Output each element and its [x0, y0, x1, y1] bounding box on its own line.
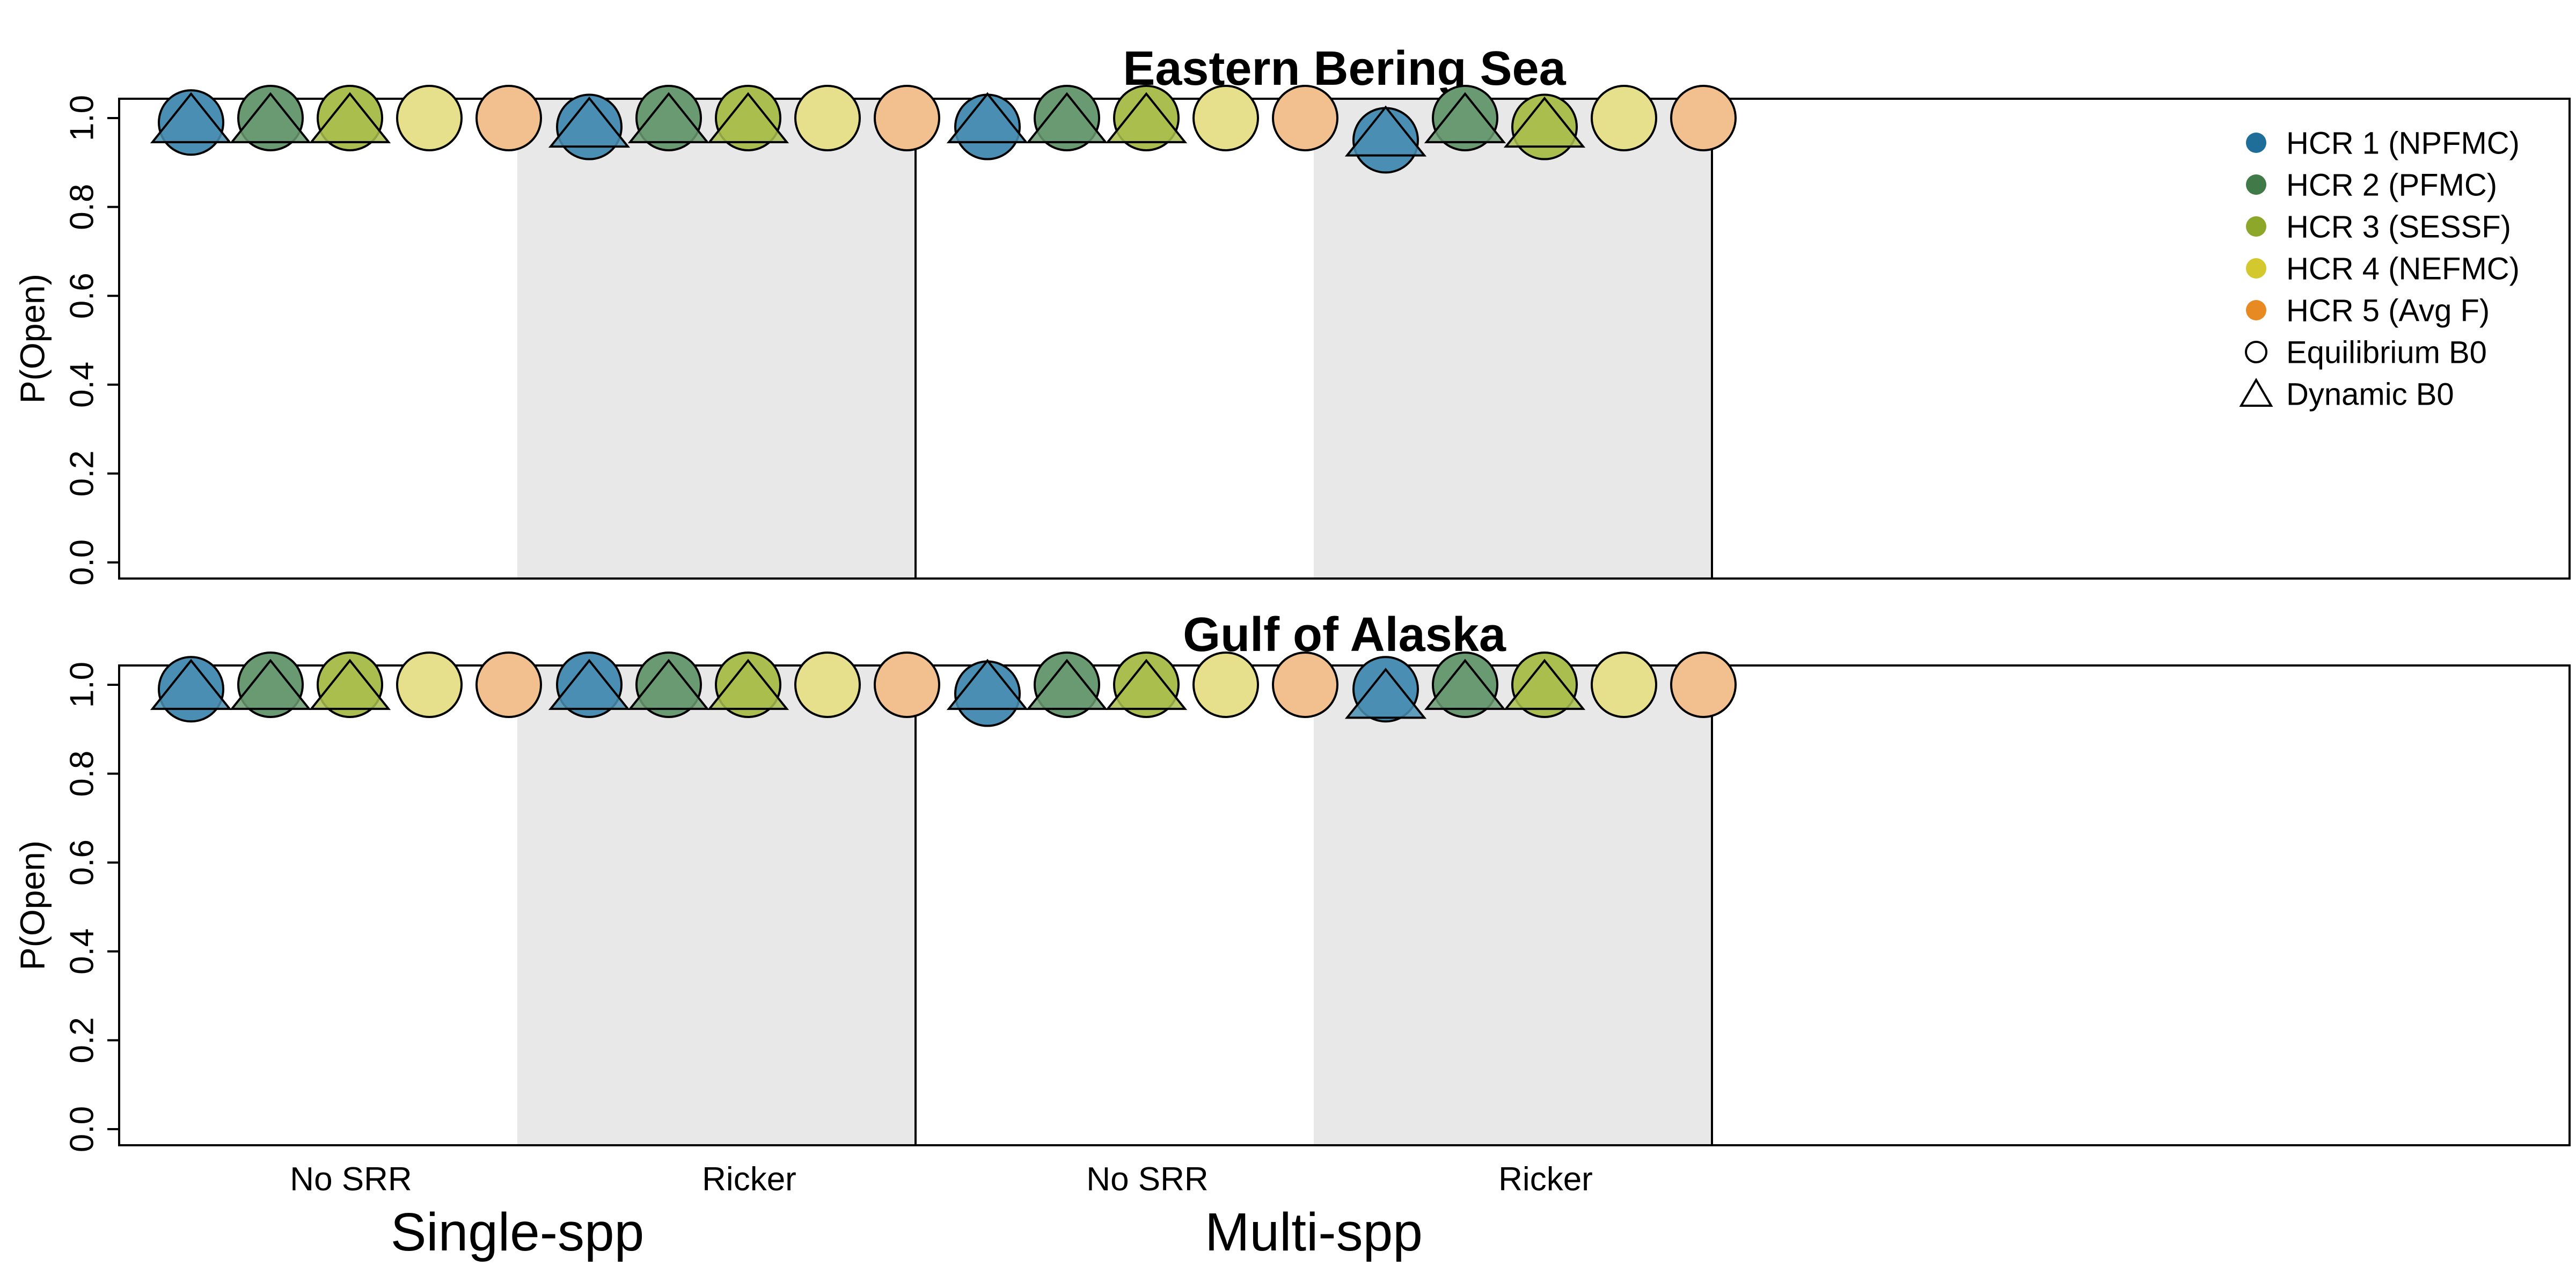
eastern-bering-sea-ytick-label-1: 0.2: [64, 450, 101, 496]
legend-label-dynamic-b0: Dynamic B0: [2286, 377, 2454, 412]
gulf-of-alaska-point-equilibrium-multi-spp-no-srr-hcr4: [1192, 652, 1259, 718]
gulf-of-alaska-point-equilibrium-single-spp-ricker-hcr4: [794, 652, 861, 718]
eastern-bering-sea-point-equilibrium-multi-spp-ricker-hcr5: [1670, 85, 1737, 151]
category-label-0: No SRR: [290, 1161, 412, 1198]
gulf-of-alaska-point-dynamic-single-spp-ricker-hcr2: [627, 658, 710, 710]
group-label-single-spp: Single-spp: [391, 1202, 645, 1262]
gulf-of-alaska-point-equilibrium-single-spp-ricker-hcr5: [874, 652, 940, 718]
gulf-of-alaska-shade-1: [517, 665, 916, 1145]
gulf-of-alaska-ytick-label-5: 1.0: [64, 662, 101, 708]
eastern-bering-sea-shade-1: [517, 99, 916, 579]
gulf-of-alaska-point-dynamic-multi-spp-ricker-hcr2: [1424, 658, 1506, 710]
gulf-of-alaska-ytick-label-1: 0.2: [64, 1017, 101, 1063]
legend-marker-hcr1: [2246, 133, 2266, 153]
category-label-1: Ricker: [702, 1161, 796, 1198]
eastern-bering-sea-point-dynamic-single-spp-no-srr-hcr1: [150, 92, 232, 143]
eastern-bering-sea-ylabel: P(Open): [13, 274, 52, 404]
eastern-bering-sea-title: Eastern Bering Sea: [1123, 42, 1566, 96]
group-label-multi-spp: Multi-spp: [1205, 1202, 1423, 1262]
eastern-bering-sea-point-equilibrium-single-spp-no-srr-hcr5: [475, 85, 542, 151]
legend-marker-hcr4: [2246, 258, 2266, 279]
gulf-of-alaska-point-dynamic-single-spp-ricker-hcr3: [707, 658, 789, 710]
eastern-bering-sea-point-dynamic-single-spp-no-srr-hcr2: [229, 92, 312, 143]
gulf-of-alaska-point-dynamic-multi-spp-no-srr-hcr2: [1026, 658, 1108, 710]
eastern-bering-sea-point-dynamic-multi-spp-no-srr-hcr1: [946, 92, 1029, 143]
category-label-2: No SRR: [1086, 1161, 1208, 1198]
eastern-bering-sea-point-dynamic-single-spp-ricker-hcr2: [627, 92, 710, 143]
legend-marker-equilibrium-b0: [2245, 341, 2267, 363]
eastern-bering-sea-point-equilibrium-multi-spp-ricker-hcr4: [1591, 85, 1657, 151]
eastern-bering-sea-point-dynamic-multi-spp-ricker-hcr2: [1424, 92, 1506, 143]
eastern-bering-sea-shade-3: [1314, 99, 1712, 579]
gulf-of-alaska-point-equilibrium-multi-spp-no-srr-hcr5: [1272, 652, 1338, 718]
gulf-of-alaska-ytick-label-3: 0.6: [64, 839, 101, 885]
gulf-of-alaska-shade-3: [1314, 665, 1712, 1145]
gulf-of-alaska-point-dynamic-multi-spp-no-srr-hcr1: [946, 658, 1029, 710]
gulf-of-alaska-ytick-label-4: 0.8: [64, 750, 101, 796]
gulf-of-alaska-point-equilibrium-single-spp-no-srr-hcr4: [396, 652, 463, 718]
eastern-bering-sea-point-equilibrium-single-spp-ricker-hcr4: [794, 85, 861, 151]
eastern-bering-sea-point-equilibrium-single-spp-no-srr-hcr4: [396, 85, 463, 151]
eastern-bering-sea-point-dynamic-multi-spp-no-srr-hcr2: [1026, 92, 1108, 143]
gulf-of-alaska-point-dynamic-single-spp-no-srr-hcr2: [229, 658, 312, 710]
gulf-of-alaska-plot-frame: [118, 664, 2571, 1146]
gulf-of-alaska-ytick-label-0: 0.0: [64, 1106, 101, 1152]
eastern-bering-sea-point-dynamic-multi-spp-ricker-hcr3: [1503, 96, 1586, 148]
gulf-of-alaska-point-equilibrium-multi-spp-ricker-hcr5: [1670, 652, 1737, 718]
eastern-bering-sea-point-equilibrium-single-spp-ricker-hcr5: [874, 85, 940, 151]
legend-marker-dynamic-b0: [2239, 378, 2273, 407]
eastern-bering-sea-point-dynamic-single-spp-no-srr-hcr3: [309, 92, 391, 143]
gulf-of-alaska-point-equilibrium-single-spp-no-srr-hcr5: [475, 652, 542, 718]
legend-marker-hcr3: [2246, 216, 2266, 237]
gulf-of-alaska-point-dynamic-single-spp-ricker-hcr1: [548, 658, 631, 710]
gulf-of-alaska-title: Gulf of Alaska: [1183, 608, 1506, 662]
legend-label-hcr3: HCR 3 (SESSF): [2286, 209, 2511, 244]
eastern-bering-sea-point-equilibrium-multi-spp-no-srr-hcr4: [1192, 85, 1259, 151]
eastern-bering-sea-plot-frame: [118, 98, 2571, 580]
gulf-of-alaska-point-equilibrium-multi-spp-ricker-hcr4: [1591, 652, 1657, 718]
legend-marker-hcr2: [2246, 174, 2266, 195]
eastern-bering-sea-point-dynamic-multi-spp-no-srr-hcr3: [1105, 92, 1188, 143]
eastern-bering-sea-point-dynamic-multi-spp-ricker-hcr1: [1344, 105, 1427, 157]
legend-label-hcr4: HCR 4 (NEFMC): [2286, 251, 2520, 286]
gulf-of-alaska-point-dynamic-multi-spp-no-srr-hcr3: [1105, 658, 1188, 710]
eastern-bering-sea-point-dynamic-single-spp-ricker-hcr1: [548, 96, 631, 148]
gulf-of-alaska-point-dynamic-single-spp-no-srr-hcr3: [309, 658, 391, 710]
gulf-of-alaska-point-dynamic-single-spp-no-srr-hcr1: [150, 658, 232, 710]
gulf-of-alaska-ytick-label-2: 0.4: [64, 928, 101, 975]
legend-marker-hcr5: [2246, 300, 2266, 320]
category-label-3: Ricker: [1498, 1161, 1593, 1198]
gulf-of-alaska-point-dynamic-multi-spp-ricker-hcr3: [1503, 658, 1586, 710]
eastern-bering-sea-ytick-label-5: 1.0: [64, 95, 101, 141]
gulf-of-alaska-ylabel: P(Open): [13, 840, 52, 970]
eastern-bering-sea-ytick-label-0: 0.0: [64, 539, 101, 586]
eastern-bering-sea-ytick-label-3: 0.6: [64, 273, 101, 319]
eastern-bering-sea-ytick-label-4: 0.8: [64, 184, 101, 230]
eastern-bering-sea-ytick-label-2: 0.4: [64, 362, 101, 408]
legend-label-hcr2: HCR 2 (PFMC): [2286, 167, 2497, 202]
legend-label-hcr5: HCR 5 (Avg F): [2286, 293, 2490, 328]
eastern-bering-sea-point-dynamic-single-spp-ricker-hcr3: [707, 92, 789, 143]
eastern-bering-sea-point-equilibrium-multi-spp-no-srr-hcr5: [1272, 85, 1338, 151]
legend-label-equilibrium-b0: Equilibrium B0: [2286, 335, 2487, 370]
gulf-of-alaska-point-dynamic-multi-spp-ricker-hcr1: [1344, 668, 1427, 719]
legend-label-hcr1: HCR 1 (NPFMC): [2286, 126, 2520, 160]
